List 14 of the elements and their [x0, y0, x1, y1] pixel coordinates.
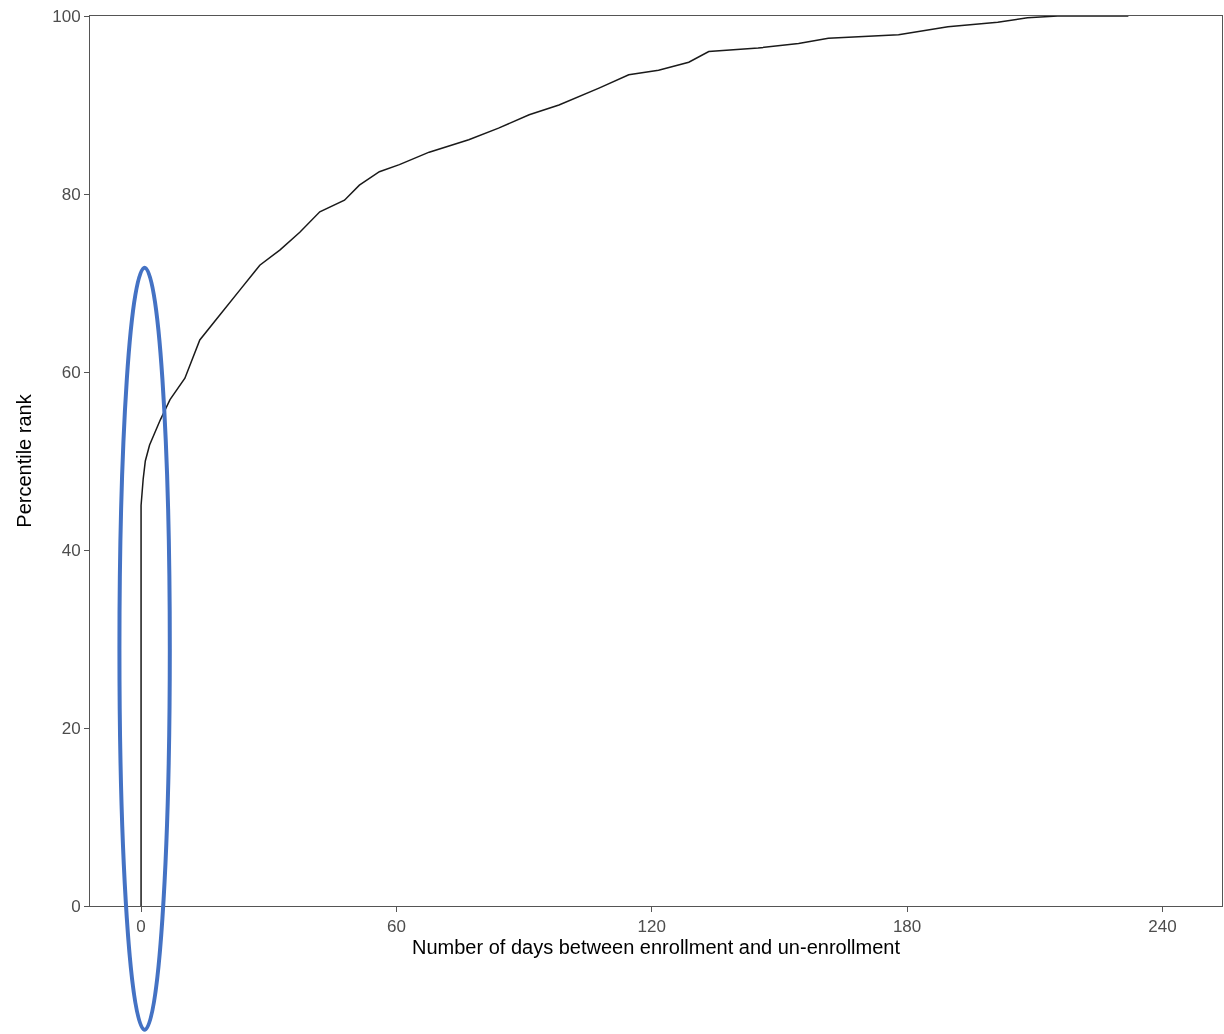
- line-series: [140, 16, 1130, 906]
- x-tick-label: 0: [136, 917, 146, 937]
- x-tick-label: 120: [637, 917, 666, 937]
- y-tick-label: 40: [61, 540, 81, 560]
- y-tick-label: 80: [61, 184, 81, 204]
- y-tick-label: 100: [52, 6, 81, 26]
- y-tick-label: 60: [61, 362, 81, 382]
- x-tick-label: 240: [1148, 917, 1177, 937]
- x-axis-title: Number of days between enrollment and un-enrollment: [411, 936, 901, 959]
- y-tick-label: 20: [61, 718, 81, 738]
- y-axis-title: Percentile rank: [12, 393, 35, 528]
- x-tick-label: 60: [386, 917, 406, 937]
- y-tick-label: 0: [71, 896, 81, 916]
- x-tick-label: 180: [892, 917, 922, 937]
